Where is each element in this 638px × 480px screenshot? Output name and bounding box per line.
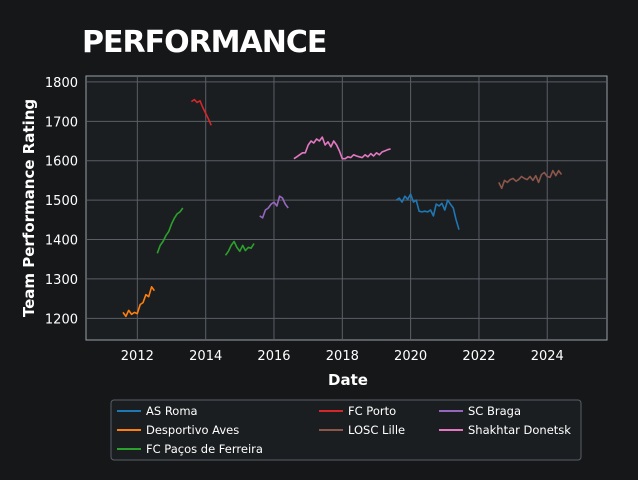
y-tick-label: 1700 bbox=[45, 115, 78, 130]
grid-lines bbox=[86, 76, 607, 340]
series-line-sc-braga bbox=[259, 195, 289, 219]
y-tick-label: 1600 bbox=[45, 155, 78, 170]
y-tick-label: 1800 bbox=[45, 76, 78, 91]
legend-label: LOSC Lille bbox=[348, 423, 405, 437]
x-tick-label: 2020 bbox=[394, 349, 427, 364]
series-line-fc-pacos-de-ferreira bbox=[156, 207, 184, 254]
x-tick-label: 2014 bbox=[189, 349, 222, 364]
series-line-fc-porto bbox=[190, 98, 212, 126]
legend-label: Desportivo Aves bbox=[146, 423, 239, 437]
x-tick-label: 2024 bbox=[531, 349, 564, 364]
y-tick-label: 1200 bbox=[45, 312, 78, 327]
series-line-shakhtar-donetsk bbox=[293, 136, 391, 160]
legend-label: FC Porto bbox=[348, 404, 396, 418]
series-lines bbox=[122, 98, 563, 318]
x-tick-label: 2012 bbox=[121, 349, 154, 364]
x-tick-label: 2018 bbox=[326, 349, 359, 364]
legend-label: SC Braga bbox=[468, 404, 521, 418]
legend-label: Shakhtar Donetsk bbox=[468, 423, 571, 437]
legend-label: FC Paços de Ferreira bbox=[146, 442, 263, 456]
x-tick-labels: 2012 2014 2016 2018 2020 2022 2024 bbox=[121, 349, 564, 364]
series-line-desportivo-aves bbox=[122, 285, 156, 318]
x-axis-label: Date bbox=[328, 371, 368, 389]
series-line-as-roma bbox=[395, 193, 460, 230]
x-tick-label: 2016 bbox=[257, 349, 290, 364]
chart-title: PERFORMANCE bbox=[82, 25, 326, 60]
y-tick-label: 1400 bbox=[45, 234, 78, 249]
legend-box bbox=[110, 399, 582, 461]
y-tick-label: 1300 bbox=[45, 273, 78, 288]
legend-label: AS Roma bbox=[146, 404, 198, 418]
y-axis-label: Team Performance Rating bbox=[20, 99, 38, 317]
series-line-losc-lille bbox=[498, 169, 563, 190]
y-tick-labels: 1200 1300 1400 1500 1600 1700 1800 bbox=[45, 76, 78, 327]
series-line-fc-pacos-de-ferreira bbox=[224, 240, 255, 256]
plot-area bbox=[85, 75, 608, 341]
legend: AS Roma FC Porto SC Braga Desportivo Aves LO… bbox=[117, 404, 571, 456]
x-tick-label: 2022 bbox=[462, 349, 495, 364]
y-tick-label: 1500 bbox=[45, 194, 78, 209]
